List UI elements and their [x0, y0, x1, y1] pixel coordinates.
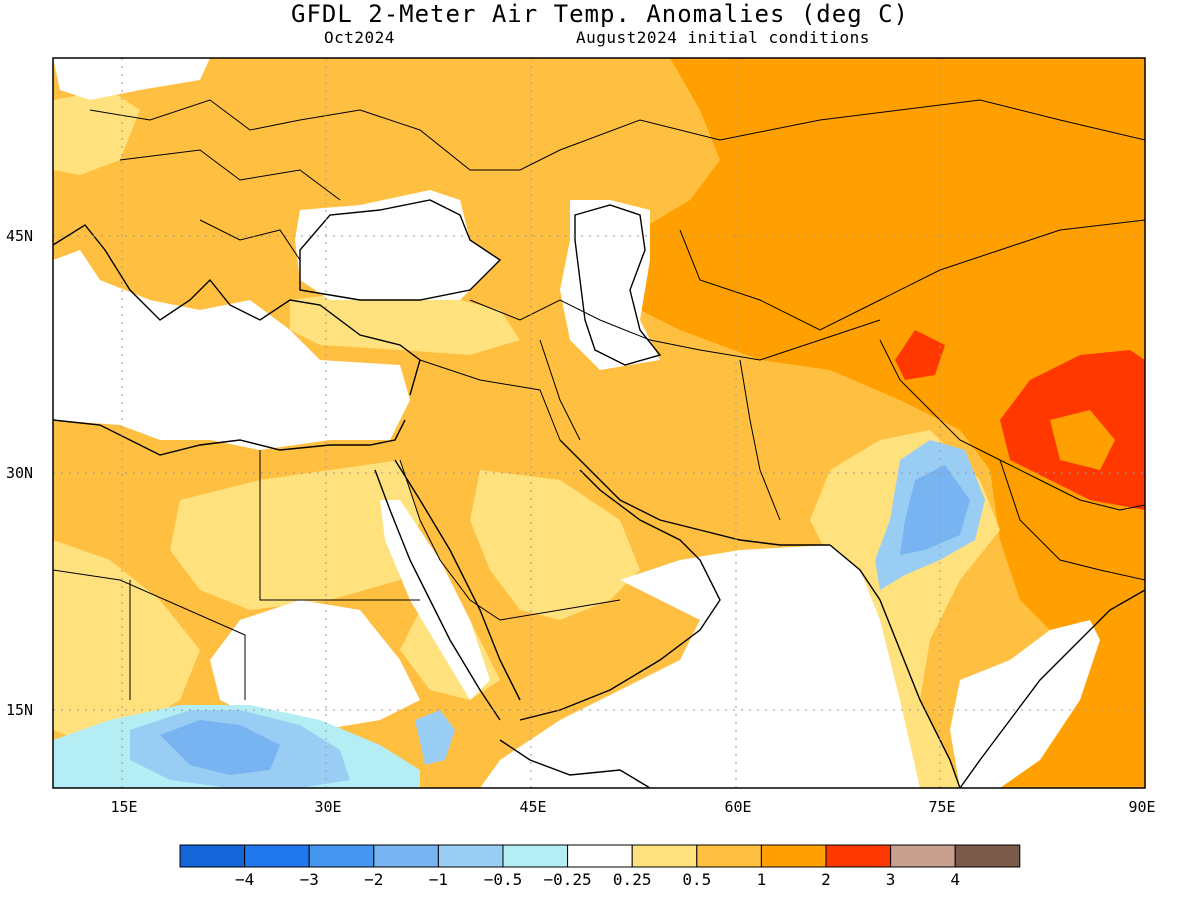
coast-red-sea-west	[374, 469, 501, 721]
colorbar-swatch	[954, 844, 1021, 868]
y-tick-label: 45N	[6, 227, 33, 245]
plot-frame	[52, 57, 1146, 789]
coast-caspian	[574, 204, 662, 366]
colorbar-swatch	[179, 844, 246, 868]
coast-horn-africa	[499, 739, 651, 788]
x-tick-label: 75E	[928, 798, 955, 816]
colorbar-swatch	[825, 844, 892, 868]
border-india-nepal	[999, 459, 1145, 581]
colorbar-swatch	[567, 844, 633, 868]
x-tick-label: 90E	[1128, 798, 1155, 816]
colorbar-label: 1	[757, 870, 767, 889]
colorbar-swatch	[502, 844, 569, 868]
x-tick-label: 60E	[724, 798, 751, 816]
x-tick-label: 15E	[110, 798, 137, 816]
coast-black-sea	[299, 199, 502, 301]
border-europe-2	[89, 99, 361, 131]
anomaly-white-black-sea	[295, 190, 500, 300]
anomaly-orange-tibet-core	[1050, 410, 1115, 470]
anomaly-yellow-turkey	[290, 290, 520, 355]
border-europe-1	[119, 149, 341, 201]
colorbar-swatch	[244, 844, 310, 868]
colorbar-label: −2	[364, 870, 383, 889]
y-axis: 45N 30N 15N	[6, 227, 33, 719]
border-kazakhstan	[679, 219, 1145, 331]
colorbar-swatch	[760, 844, 827, 868]
x-tick-label: 45E	[519, 798, 546, 816]
anomaly-yellow-arabia	[470, 470, 640, 620]
coast-india-east	[959, 589, 1145, 788]
anomaly-white-red-sea	[380, 500, 490, 700]
border-turkey-iran	[469, 299, 881, 361]
y-tick-label: 15N	[6, 701, 33, 719]
anomaly-white-europe-small	[53, 58, 210, 100]
colorbar-label: −0.25	[544, 870, 592, 889]
border-libya-egypt	[259, 450, 420, 601]
colorbar-swatch	[631, 844, 698, 868]
anomaly-yellow-europe	[53, 90, 140, 175]
anomaly-midblue-pakistan	[900, 465, 970, 555]
border-balkans	[199, 219, 301, 261]
anomaly-blue-ethiopia	[415, 710, 455, 765]
colorbar-label: −3	[300, 870, 319, 889]
colorbar-swatch	[696, 844, 762, 868]
anomaly-yellow-sahara	[170, 460, 420, 610]
colorbar-swatch	[890, 844, 956, 868]
x-tick-label: 30E	[314, 798, 341, 816]
border-sahel	[53, 569, 246, 700]
coast-india-west	[829, 544, 961, 788]
colorbar-label: −1	[429, 870, 448, 889]
colorbar-swatch	[308, 844, 375, 868]
colorbar-label: 0.25	[613, 870, 652, 889]
coast-north-africa	[53, 419, 406, 456]
anomaly-white-caspian	[560, 200, 660, 370]
map-title: GFDL 2-Meter Air Temp. Anomalies (deg C)	[291, 0, 909, 28]
map-fill-layer	[53, 58, 1145, 788]
initial-conditions: August2024 initial conditions	[576, 28, 870, 47]
colorbar-label: −4	[235, 870, 254, 889]
border-afghanistan	[739, 359, 781, 521]
x-axis: 15E 30E 45E 60E 75E 90E	[110, 798, 1155, 816]
gridlines	[53, 58, 1145, 788]
border-iraq-iran	[539, 339, 581, 441]
colorbar-label: −0.5	[484, 870, 523, 889]
colorbar-swatch	[437, 844, 504, 868]
colorbar-swatch	[373, 844, 439, 868]
colorbar-label: 3	[886, 870, 896, 889]
coastlines	[53, 199, 1145, 788]
colorbar: −4 −3 −2 −1 −0.5 −0.25 0.25 0.5 1 2 3 4	[179, 844, 1021, 889]
anomaly-white-africa	[210, 600, 420, 730]
colorbar-label: 0.5	[682, 870, 711, 889]
coast-mediterranean-north	[53, 224, 421, 396]
colorbar-label: 2	[821, 870, 831, 889]
coast-red-sea-east	[394, 459, 521, 701]
border-syria-iraq	[419, 359, 561, 441]
forecast-month: Oct2024	[324, 28, 395, 47]
y-tick-label: 30N	[6, 464, 33, 482]
anomaly-white-bay-bengal	[950, 620, 1100, 788]
country-borders	[53, 99, 1145, 700]
anomaly-red-kashmir	[895, 330, 945, 380]
anomaly-white-mediterranean	[53, 250, 410, 450]
anomaly-yellow-africa-west	[53, 540, 200, 740]
colorbar-label: 4	[950, 870, 960, 889]
anomaly-white-arabian-sea	[480, 545, 920, 788]
border-russia-south	[359, 99, 1145, 171]
anomaly-midblue-sahel	[160, 720, 280, 775]
coast-persian-gulf	[559, 439, 830, 546]
border-saudi	[399, 459, 621, 621]
coast-arabia-south	[519, 469, 721, 721]
